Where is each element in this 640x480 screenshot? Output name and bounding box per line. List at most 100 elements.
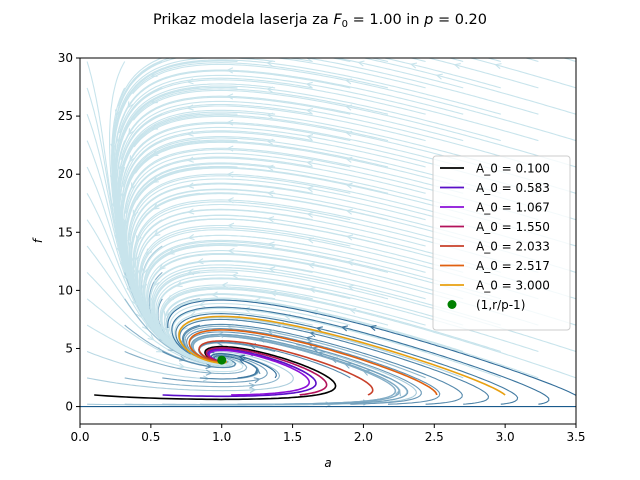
streamline	[124, 157, 426, 307]
streamline-arrow	[226, 67, 234, 74]
streamline	[188, 331, 422, 405]
streamline-arrow	[269, 290, 277, 297]
streamline-arrow	[192, 58, 194, 59]
x-axis-label: a	[324, 456, 331, 470]
streamline-arrow	[345, 234, 354, 241]
streamline-arrow	[305, 134, 314, 141]
streamline-arrow	[295, 50, 301, 55]
streamline-arrow	[344, 78, 353, 85]
streamline-arrow	[226, 119, 234, 126]
x-tick-label: 0.0	[70, 430, 89, 444]
streamline-arrow	[266, 112, 274, 119]
streamline-arrow	[347, 284, 355, 291]
legend-label: A_0 = 1.550	[476, 220, 550, 234]
streamline	[138, 224, 464, 346]
streamline	[426, 58, 539, 89]
streamline-arrow	[505, 51, 511, 56]
streamline	[132, 199, 464, 322]
x-tick-label: 2.5	[425, 430, 444, 444]
streamline-arrow	[395, 389, 401, 397]
streamline-arrow	[226, 145, 234, 152]
y-tick-label: 30	[58, 51, 73, 65]
streamline	[197, 341, 351, 379]
streamline	[469, 58, 576, 89]
streamline-arrow	[243, 306, 251, 313]
streamline-arrow	[238, 354, 246, 361]
streamline-arrow	[186, 130, 194, 137]
streamline	[115, 85, 501, 174]
streamline-arrow	[340, 325, 349, 332]
streamline-arrow	[266, 138, 274, 145]
streamline-arrow	[158, 263, 166, 270]
streamline	[132, 63, 576, 142]
chart-title: Prikaz modela laserja za F0 = 1.00 in p …	[153, 12, 487, 30]
streamline	[175, 313, 519, 405]
y-tick-label: 20	[58, 167, 73, 181]
streamline	[86, 324, 244, 373]
x-tick-label: 1.5	[283, 430, 302, 444]
streamline-arrow	[227, 222, 235, 229]
streamline-arrow	[226, 197, 234, 204]
streamline-arrow	[307, 262, 315, 269]
streamline-arrow	[150, 124, 159, 130]
streamline-arrow	[306, 160, 314, 167]
streamline	[184, 325, 426, 379]
streamline	[161, 288, 576, 379]
streamline	[122, 147, 464, 268]
streamline-arrow	[205, 362, 213, 370]
streamline-arrow	[267, 241, 275, 248]
streamline	[119, 121, 464, 241]
streamline-arrow	[186, 269, 195, 276]
streamline	[409, 58, 426, 63]
streamline-arrow	[238, 358, 246, 365]
streamline	[132, 89, 576, 168]
streamline-arrow	[306, 186, 314, 193]
streamline	[113, 69, 464, 187]
streamline-arrow	[305, 81, 313, 88]
streamline-arrow	[305, 107, 313, 115]
streamline-arrow	[163, 310, 170, 319]
legend-label: A_0 = 2.517	[476, 259, 550, 273]
streamline-arrow	[187, 208, 195, 215]
legend: A_0 = 0.100 A_0 = 0.583 A_0 = 1.067 A_0 = 1…	[432, 155, 571, 331]
streamline	[486, 58, 501, 63]
streamlines	[80, 50, 576, 408]
streamline-arrow	[147, 334, 155, 341]
streamline-arrow	[186, 182, 195, 189]
x-axis-ticks: 0.0 0.5 1.0 1.5 2.0 2.5 3.0 3.5	[70, 424, 586, 444]
streamline	[161, 287, 501, 365]
trajectories	[93, 315, 506, 401]
streamline-arrow	[253, 377, 261, 384]
streamline-arrow	[267, 216, 275, 223]
streamline-arrow	[345, 182, 353, 189]
streamline-arrow	[494, 63, 502, 70]
streamline-arrow	[210, 291, 218, 298]
x-tick-label: 0.5	[141, 430, 160, 444]
streamline-arrow	[306, 237, 315, 244]
streamline-arrow	[345, 51, 351, 56]
streamline	[127, 173, 464, 295]
streamline-arrow	[343, 362, 352, 369]
streamline-arrow	[151, 150, 159, 157]
streamline-arrow	[226, 171, 234, 178]
fixed-point-marker	[217, 355, 227, 365]
streamline-arrow	[345, 208, 353, 215]
streamline-arrow	[167, 248, 175, 255]
streamline-arrow	[308, 286, 316, 293]
streamline-arrow	[357, 60, 365, 67]
x-tick-label: 1.0	[212, 430, 231, 444]
streamline	[171, 306, 550, 405]
streamline-arrow	[266, 86, 274, 93]
streamline	[86, 351, 294, 392]
streamline	[182, 323, 463, 405]
streamline	[114, 79, 426, 227]
streamline-arrow	[187, 234, 195, 241]
streamline	[447, 58, 464, 63]
streamline-arrow	[306, 211, 314, 218]
streamline-arrow	[248, 382, 256, 389]
streamline-arrow	[346, 259, 354, 266]
streamline-arrow	[175, 281, 183, 287]
streamline	[334, 58, 464, 89]
streamline-arrow	[178, 362, 186, 369]
